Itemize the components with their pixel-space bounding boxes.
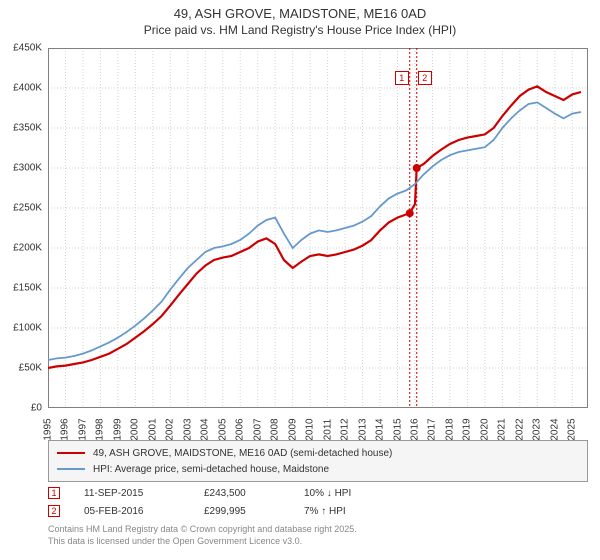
chart-container: 49, ASH GROVE, MAIDSTONE, ME16 0AD Price…: [0, 0, 600, 560]
plot-border: [49, 49, 588, 408]
x-axis-label: 1995: [43, 418, 54, 440]
sale-row: 1 11-SEP-2015£243,50010% ↓ HPI: [48, 484, 588, 502]
x-axis-label: 2012: [340, 418, 351, 440]
sale-price: £243,500: [204, 488, 304, 499]
legend-label: HPI: Average price, semi-detached house,…: [93, 464, 329, 475]
series-line-1: [48, 102, 581, 360]
sale-price: £299,995: [204, 506, 304, 517]
x-axis-label: 2003: [182, 418, 193, 440]
x-axis-label: 2001: [147, 418, 158, 440]
footer-line2: This data is licensed under the Open Gov…: [48, 536, 357, 548]
title-line2: Price paid vs. HM Land Registry's House …: [0, 23, 600, 39]
x-axis-label: 2007: [252, 418, 263, 440]
legend-row: HPI: Average price, semi-detached house,…: [57, 461, 579, 477]
x-axis-label: 2000: [130, 418, 141, 440]
legend-box: 49, ASH GROVE, MAIDSTONE, ME16 0AD (semi…: [48, 440, 588, 482]
x-axis-label: 2009: [287, 418, 298, 440]
x-axis-label: 2021: [497, 418, 508, 440]
chart-area: £0£50K£100K£150K£200K£250K£300K£350K£400…: [48, 48, 588, 408]
y-axis-label: £350K: [13, 123, 42, 134]
y-axis-label: £50K: [19, 363, 42, 374]
x-axis-label: 1996: [60, 418, 71, 440]
sale-row: 2 05-FEB-2016£299,9957% ↑ HPI: [48, 502, 588, 520]
y-axis-label: £100K: [13, 323, 42, 334]
x-axis-label: 2018: [444, 418, 455, 440]
x-axis-label: 2022: [514, 418, 525, 440]
sale-marker-box: 1: [395, 71, 409, 85]
sale-point: [413, 164, 421, 172]
sale-rows: 1 11-SEP-2015£243,50010% ↓ HPI 2 05-FEB-201…: [48, 484, 588, 520]
y-axis-label: £200K: [13, 243, 42, 254]
x-axis-label: 2008: [270, 418, 281, 440]
x-axis-label: 2004: [200, 418, 211, 440]
x-axis-label: 2025: [567, 418, 578, 440]
chart-svg: [48, 48, 588, 408]
sale-date: 05-FEB-2016: [84, 506, 204, 517]
x-axis-label: 1998: [95, 418, 106, 440]
title-block: 49, ASH GROVE, MAIDSTONE, ME16 0AD Price…: [0, 0, 600, 38]
y-axis-label: £400K: [13, 83, 42, 94]
x-axis-label: 2002: [165, 418, 176, 440]
y-axis-label: £300K: [13, 163, 42, 174]
x-axis-label: 2014: [375, 418, 386, 440]
x-axis-label: 1997: [77, 418, 88, 440]
legend-swatch: [57, 452, 85, 454]
sale-point: [406, 209, 414, 217]
legend-label: 49, ASH GROVE, MAIDSTONE, ME16 0AD (semi…: [93, 448, 392, 459]
x-axis-label: 2011: [322, 419, 333, 441]
y-axis-label: £250K: [13, 203, 42, 214]
x-axis-label: 2015: [392, 418, 403, 440]
y-axis-label: £0: [31, 403, 42, 414]
x-axis-label: 2024: [549, 418, 560, 440]
x-axis-label: 2006: [235, 418, 246, 440]
y-axis-label: £450K: [13, 43, 42, 54]
sale-row-marker: 2: [48, 505, 60, 517]
x-axis-label: 2016: [409, 418, 420, 440]
x-axis-label: 2023: [532, 418, 543, 440]
sale-row-marker: 1: [48, 487, 60, 499]
x-axis-label: 2013: [357, 418, 368, 440]
x-axis-label: 2020: [479, 418, 490, 440]
sale-pct: 10% ↓ HPI: [304, 488, 404, 499]
title-line1: 49, ASH GROVE, MAIDSTONE, ME16 0AD: [0, 6, 600, 23]
x-axis-label: 2010: [305, 418, 316, 440]
y-axis-label: £150K: [13, 283, 42, 294]
sale-date: 11-SEP-2015: [84, 488, 204, 499]
legend-row: 49, ASH GROVE, MAIDSTONE, ME16 0AD (semi…: [57, 445, 579, 461]
x-axis-label: 1999: [112, 418, 123, 440]
sale-pct: 7% ↑ HPI: [304, 506, 404, 517]
x-axis-label: 2005: [217, 418, 228, 440]
x-axis-label: 2017: [427, 418, 438, 440]
x-axis-label: 2019: [462, 418, 473, 440]
footer-line1: Contains HM Land Registry data © Crown c…: [48, 524, 357, 536]
sale-marker-box: 2: [418, 71, 432, 85]
legend-swatch: [57, 468, 85, 470]
footer: Contains HM Land Registry data © Crown c…: [48, 524, 357, 547]
